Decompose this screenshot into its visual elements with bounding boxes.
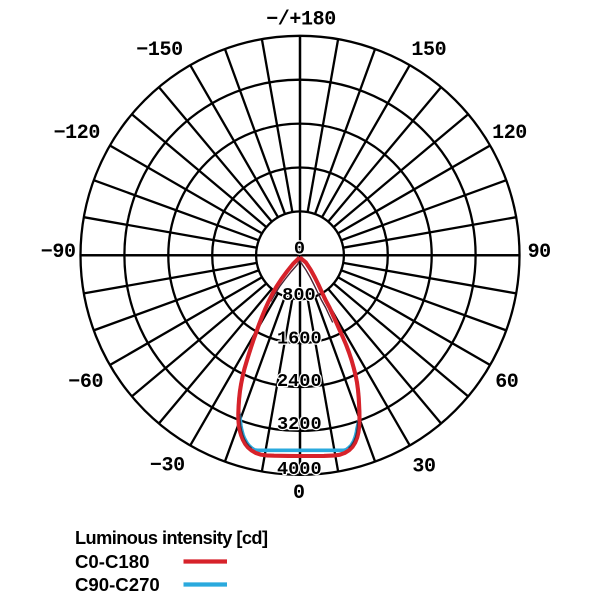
svg-text:0: 0 xyxy=(293,482,305,505)
svg-text:150: 150 xyxy=(411,39,446,62)
svg-text:120: 120 xyxy=(492,122,527,145)
svg-text:−/+180: −/+180 xyxy=(266,9,336,32)
svg-text:3200: 3200 xyxy=(277,414,322,435)
svg-text:C0-C180: C0-C180 xyxy=(75,551,149,572)
svg-text:Luminous intensity [cd]: Luminous intensity [cd] xyxy=(75,528,268,548)
svg-text:0: 0 xyxy=(294,238,305,259)
svg-text:−60: −60 xyxy=(68,371,103,394)
svg-text:−90: −90 xyxy=(41,241,76,264)
svg-text:−30: −30 xyxy=(150,455,185,478)
svg-text:−120: −120 xyxy=(54,122,100,145)
svg-text:2400: 2400 xyxy=(277,371,322,392)
svg-text:4000: 4000 xyxy=(277,459,322,480)
svg-text:1600: 1600 xyxy=(277,328,322,349)
svg-text:30: 30 xyxy=(412,455,435,478)
svg-text:90: 90 xyxy=(528,241,551,264)
svg-text:C90-C270: C90-C270 xyxy=(75,574,160,595)
svg-text:60: 60 xyxy=(495,371,518,394)
svg-text:−150: −150 xyxy=(136,39,182,62)
svg-text:800: 800 xyxy=(282,285,315,306)
